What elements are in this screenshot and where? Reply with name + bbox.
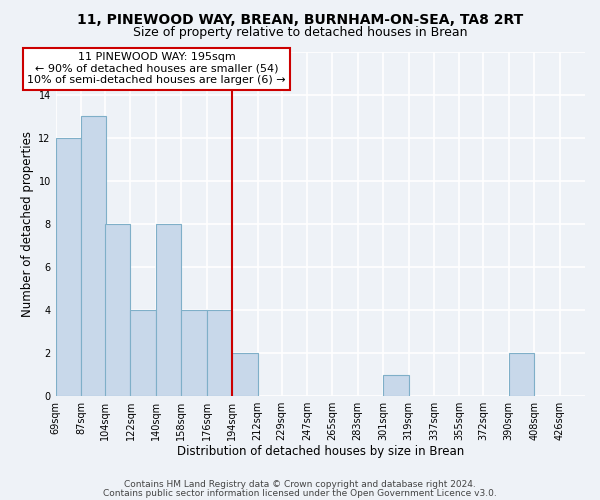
Text: Contains HM Land Registry data © Crown copyright and database right 2024.: Contains HM Land Registry data © Crown c… [124,480,476,489]
Bar [383,374,409,396]
Text: Size of property relative to detached houses in Brean: Size of property relative to detached ho… [133,26,467,39]
Bar [509,353,534,396]
Bar [56,138,81,396]
Bar [156,224,181,396]
Text: 11 PINEWOOD WAY: 195sqm
← 90% of detached houses are smaller (54)
10% of semi-de: 11 PINEWOOD WAY: 195sqm ← 90% of detache… [27,52,286,86]
Bar [232,353,257,396]
Bar [130,310,156,396]
Bar [105,224,130,396]
Text: 11, PINEWOOD WAY, BREAN, BURNHAM-ON-SEA, TA8 2RT: 11, PINEWOOD WAY, BREAN, BURNHAM-ON-SEA,… [77,12,523,26]
Bar [206,310,232,396]
Text: Contains public sector information licensed under the Open Government Licence v3: Contains public sector information licen… [103,488,497,498]
Y-axis label: Number of detached properties: Number of detached properties [21,131,34,317]
X-axis label: Distribution of detached houses by size in Brean: Distribution of detached houses by size … [177,444,464,458]
Bar [181,310,206,396]
Bar [81,116,106,396]
